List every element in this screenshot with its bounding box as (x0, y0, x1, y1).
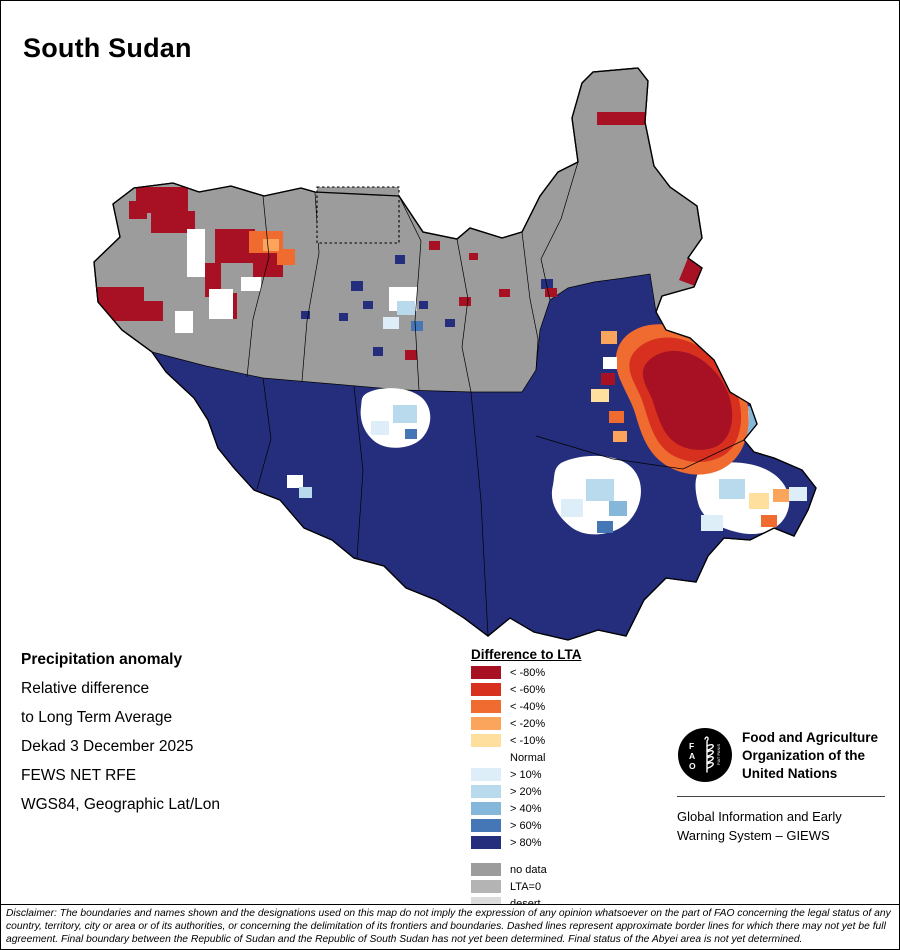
legend-label: < -20% (510, 717, 546, 730)
legend-row: Normal (471, 751, 582, 764)
legend-title: Difference to LTA (471, 647, 582, 662)
giews-text: Global Information and Early Warning Sys… (677, 809, 842, 843)
info-line: WGS84, Geographic Lat/Lon (21, 796, 221, 813)
legend: Difference to LTA < -80% < -60% < -40% < -2… (471, 647, 582, 905)
legend-label: > 20% (510, 785, 542, 798)
fao-motto: FIAT PANIS (716, 744, 721, 765)
legend-swatch (471, 666, 501, 679)
legend-swatch (471, 897, 501, 904)
admin-boundaries (246, 161, 745, 637)
abyei-dashed-box (316, 186, 400, 244)
legend-swatch (471, 700, 501, 713)
deficit-patches-northwest (96, 187, 295, 333)
legend-label: > 80% (510, 836, 542, 849)
legend-label: LTA=0 (510, 880, 542, 893)
legend-row: > 40% (471, 802, 582, 815)
info-line: Dekad 3 December 2025 (21, 738, 194, 755)
normal-clusters (287, 388, 807, 535)
org-divider (677, 796, 885, 797)
legend-items: < -80% < -60% < -40% < -20% < -10% Normal > 10… (471, 666, 582, 905)
info-block: Precipitation anomaly Relative difference… (21, 651, 220, 825)
legend-row: no data (471, 863, 582, 876)
info-line: Precipitation anomaly (21, 651, 183, 668)
scattered-specks (301, 241, 557, 360)
info-line: Relative difference (21, 680, 150, 697)
legend-label: > 60% (510, 819, 542, 832)
legend-row: > 80% (471, 836, 582, 849)
legend-row: < -40% (471, 700, 582, 713)
map-frame: South Sudan Precipitation anomaly Relativ… (1, 1, 899, 905)
org-block: F A O FIAT PANIS Food and Agriculture Or… (677, 727, 887, 845)
legend-row: > 10% (471, 768, 582, 781)
legend-swatch (471, 717, 501, 730)
legend-label: < -60% (510, 683, 546, 696)
disclaimer-text: Disclaimer: The boundaries and names sho… (6, 908, 891, 945)
deficit-patches-north (597, 112, 702, 286)
legend-label: Normal (510, 751, 546, 764)
legend-row: < -80% (471, 666, 582, 679)
fao-logo: F A O FIAT PANIS (678, 728, 732, 782)
legend-swatch (471, 751, 501, 764)
map-canvas (93, 67, 817, 641)
svg-text:A: A (689, 751, 695, 761)
legend-swatch (471, 863, 501, 876)
legend-label: desert (510, 897, 541, 905)
legend-swatch (471, 802, 501, 815)
legend-label: < -40% (510, 700, 546, 713)
legend-label: no data (510, 863, 547, 876)
legend-row: < -20% (471, 717, 582, 730)
legend-row: desert (471, 897, 582, 905)
legend-swatch (471, 819, 501, 832)
legend-swatch (471, 880, 501, 893)
legend-swatch (471, 768, 501, 781)
legend-row: > 20% (471, 785, 582, 798)
svg-text:O: O (689, 761, 696, 771)
legend-swatch (471, 734, 501, 747)
info-line: to Long Term Average (21, 709, 173, 726)
legend-row: LTA=0 (471, 880, 582, 893)
legend-swatch (471, 785, 501, 798)
legend-row: < -60% (471, 683, 582, 696)
legend-row: > 60% (471, 819, 582, 832)
legend-label: < -10% (510, 734, 546, 747)
page-title: South Sudan (23, 33, 192, 64)
legend-swatch (471, 836, 501, 849)
svg-text:F: F (689, 741, 694, 751)
legend-label: > 10% (510, 768, 542, 781)
legend-label: > 40% (510, 802, 542, 815)
legend-label: < -80% (510, 666, 546, 679)
country-outline (93, 67, 817, 641)
legend-swatch (471, 683, 501, 696)
legend-row: < -10% (471, 734, 582, 747)
info-line: FEWS NET RFE (21, 767, 137, 784)
org-name: Food and Agriculture Organization of the… (742, 730, 878, 781)
